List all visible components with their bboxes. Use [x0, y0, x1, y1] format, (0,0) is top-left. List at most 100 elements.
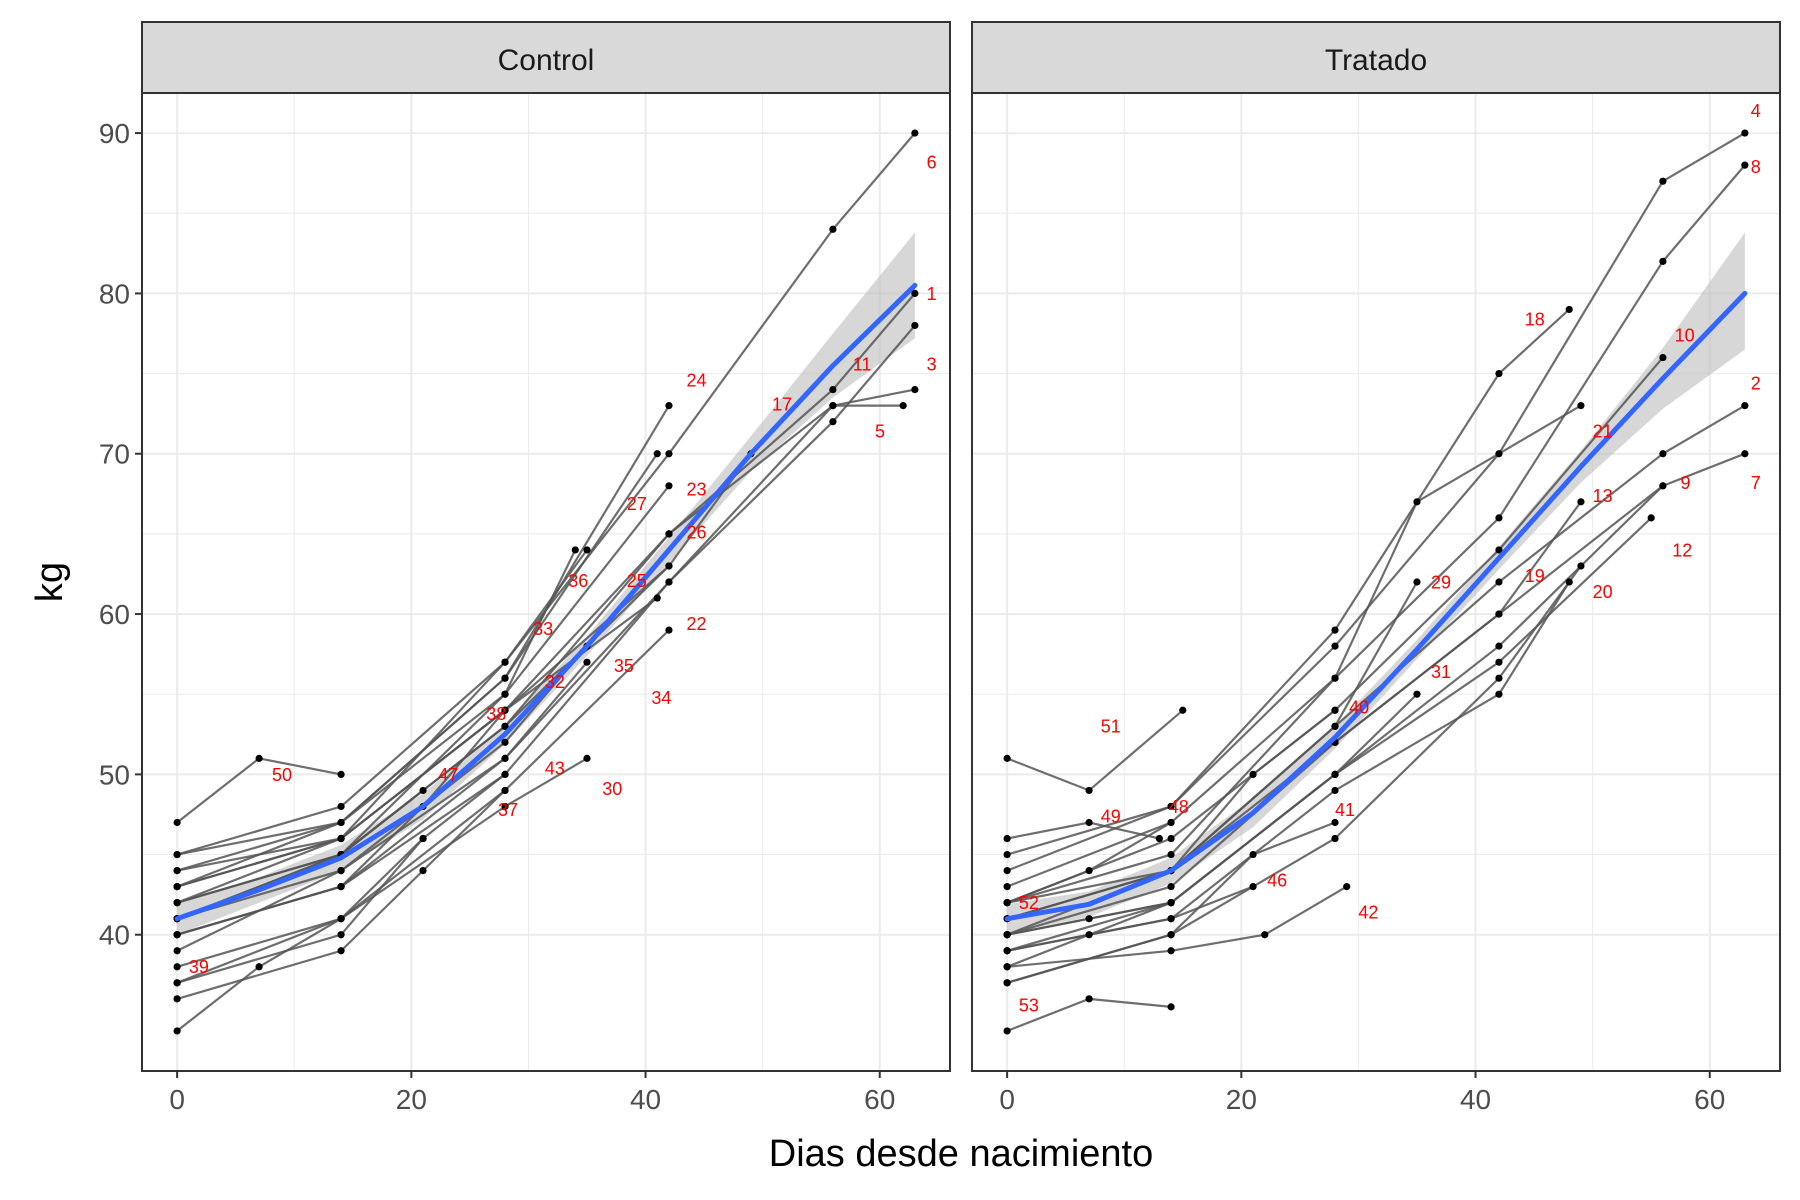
point-animal-30: [583, 754, 591, 762]
trajectory-animal-46: [1006, 885, 1254, 952]
panel-background-tratado: [972, 93, 1780, 1071]
point-animal-30: [501, 802, 509, 811]
point-animal-10: [1167, 834, 1175, 843]
x-axis-ticks-control: 0 20 40 60: [169, 1071, 895, 1115]
point-animal-10: [1495, 546, 1503, 554]
point-animal-37: [337, 947, 345, 955]
point-animal-19: [1495, 690, 1503, 698]
point-animal-6: [911, 129, 919, 137]
point-animal-38: [501, 706, 509, 714]
point-animal-18: [1565, 305, 1573, 314]
point-animal-1: [829, 386, 837, 394]
point-animal-27: [337, 818, 345, 827]
id-label-43: 43: [545, 758, 565, 778]
point-animal-25: [337, 834, 345, 843]
id-label-53: 53: [1019, 996, 1039, 1016]
point-animal-36: [173, 850, 181, 859]
x-tick-label: 60: [1694, 1084, 1725, 1115]
point-animal-49: [1003, 834, 1011, 843]
point-animal-1: [911, 289, 919, 298]
point-animal-40: [1331, 706, 1339, 714]
point-animal-12: [1495, 658, 1503, 666]
point-animal-8: [1741, 161, 1749, 169]
trajectory-animal-38: [176, 709, 506, 936]
point-animal-38: [173, 931, 181, 939]
point-animal-46: [1003, 947, 1011, 955]
id-label-32: 32: [545, 672, 565, 692]
point-animal-25: [653, 594, 661, 602]
point-animal-31: [1413, 690, 1421, 698]
id-label-11: 11: [853, 354, 872, 374]
trajectory-animal-43: [176, 773, 506, 984]
id-label-36: 36: [568, 571, 588, 591]
point-animal-52: [1167, 899, 1175, 907]
id-label-34: 34: [651, 688, 671, 708]
point-animal-7: [1741, 450, 1749, 458]
y-tick-label: 70: [99, 439, 130, 470]
smooth-line-control: [174, 282, 918, 922]
point-animal-3: [911, 321, 919, 330]
point-animal-13: [1577, 498, 1585, 506]
point-animal-46: [1085, 931, 1093, 939]
strip-label-control: Control: [498, 44, 595, 77]
point-animal-42: [1343, 883, 1351, 891]
trajectory-animal-42: [1006, 885, 1348, 968]
id-label-5: 5: [875, 422, 885, 442]
y-tick-label: 60: [99, 599, 130, 630]
point-animal-9: [1659, 482, 1667, 490]
point-animal-22: [173, 963, 181, 971]
point-animal-41: [1167, 931, 1175, 939]
gridlines-tratado: [972, 93, 1780, 1071]
point-animal-3: [829, 418, 837, 426]
id-label-51: 51: [1101, 717, 1121, 737]
point-animal-48: [1003, 899, 1011, 907]
point-animal-51: [1179, 706, 1187, 714]
trajectory-animal-40: [1006, 709, 1336, 920]
strip-control: [141, 21, 951, 94]
point-animal-50: [173, 818, 181, 827]
point-animal-38: [337, 883, 345, 891]
point-animal-4: [1741, 129, 1749, 137]
point-animal-49: [1155, 834, 1163, 843]
point-animal-53: [1167, 1003, 1175, 1011]
point-animal-36: [501, 658, 509, 666]
y-tick-label: 90: [99, 118, 130, 149]
id-label-42: 42: [1358, 903, 1378, 923]
trajectory-animal-36: [176, 549, 588, 856]
id-label-17: 17: [772, 394, 792, 414]
id-label-50: 50: [272, 765, 292, 785]
point-animal-22: [665, 626, 673, 634]
point-animal-29: [1413, 578, 1421, 586]
point-animal-39: [337, 915, 345, 923]
point-animal-39: [173, 1027, 181, 1035]
id-label-22: 22: [687, 614, 707, 634]
panel-background-control: [142, 93, 950, 1071]
point-animal-35: [337, 866, 345, 875]
point-animal-43: [173, 979, 181, 987]
strip-tratado: [971, 21, 1781, 94]
id-label-29: 29: [1431, 572, 1451, 592]
point-animal-24: [665, 402, 673, 410]
trajectory-animal-30: [176, 757, 588, 984]
point-animal-6: [665, 450, 673, 458]
gridlines-control: [142, 93, 950, 1071]
point-animal-13: [1495, 610, 1503, 618]
id-label-3: 3: [927, 354, 937, 374]
id-label-35: 35: [614, 656, 634, 676]
point-animal-48: [1167, 818, 1175, 827]
id-label-46: 46: [1267, 871, 1287, 891]
x-axis-ticks-tratado: 0 20 40 60: [999, 1071, 1725, 1115]
point-animal-40: [1249, 770, 1257, 778]
point-animal-4: [1331, 642, 1339, 650]
point-animal-32: [501, 754, 509, 762]
trajectory-animal-2: [1006, 404, 1746, 904]
y-tick-label: 40: [99, 920, 130, 951]
x-tick-label: 0: [169, 1084, 185, 1115]
point-animal-20: [1331, 834, 1339, 843]
smooth-fit-line: [1004, 290, 1748, 922]
point-animal-37: [173, 995, 181, 1003]
point-animal-39: [255, 963, 263, 971]
